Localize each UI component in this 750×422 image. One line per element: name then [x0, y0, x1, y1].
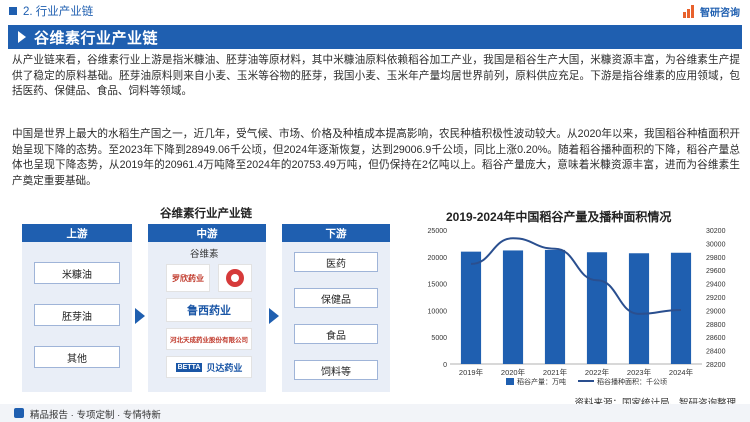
downstream-item: 医药 — [294, 252, 378, 272]
upstream-item: 米糠油 — [34, 262, 120, 284]
x-tick-label: 2022年 — [585, 367, 610, 377]
downstream-item: 保健品 — [294, 288, 378, 308]
company-logo-red-emblem-icon — [218, 264, 252, 292]
legend-bar-label: 稻谷产量：万吨 — [517, 377, 566, 386]
y-right-tick-label: 28400 — [706, 349, 726, 356]
bar — [460, 251, 482, 364]
y-left-tick-label: 25000 — [428, 228, 448, 235]
y-right-tick-label: 28600 — [706, 335, 726, 342]
downstream-header: 下游 — [282, 224, 390, 242]
y-right-tick-label: 30200 — [706, 228, 726, 235]
y-right-tick-label: 29800 — [706, 255, 726, 262]
company-logo-betta: BETTA 贝达药业 — [166, 356, 252, 378]
page-title: 谷维素行业产业链 — [34, 29, 159, 47]
brand-logo[interactable]: 智研咨询 — [683, 4, 740, 19]
downstream-item: 饲料等 — [294, 360, 378, 380]
brand-bars-icon — [683, 5, 697, 18]
company-logo-luoxin: 罗欣药业 — [166, 264, 210, 292]
x-tick-label: 2024年 — [669, 367, 694, 377]
area-line — [470, 237, 682, 315]
section-marker-icon — [9, 7, 17, 15]
footer-bar: 精品报告 · 专项定制 · 专情特新 — [0, 404, 750, 422]
breadcrumb[interactable]: 2. 行业产业链 — [23, 6, 94, 18]
y-left-tick-label: 10000 — [428, 308, 448, 315]
company-logo-tiancheng: 河北天成药业股份有限公司 — [166, 328, 252, 350]
y-right-tick-label: 29600 — [706, 268, 726, 275]
midstream-subtitle: 谷维素 — [190, 249, 219, 260]
bar — [502, 250, 524, 364]
title-bar: 谷维素行业产业链 — [8, 25, 742, 49]
y-left-tick-label: 15000 — [428, 282, 448, 289]
rice-chart: 0 5000 10000 15000 20000 25000 28200 28400 28600… — [428, 228, 726, 386]
report-icon — [14, 408, 24, 418]
y-right-tick-label: 30000 — [706, 241, 726, 248]
downstream-item: 食品 — [294, 324, 378, 344]
arrow-right-icon — [269, 308, 279, 324]
bar — [586, 252, 608, 364]
y-right-tick-label: 29000 — [706, 308, 726, 315]
rice-paragraph: 中国是世界上最大的水稻生产国之一，近几年，受气候、市场、价格及种植成本提高影响，… — [12, 128, 740, 187]
x-tick-label: 2021年 — [543, 367, 568, 377]
upstream-item: 胚芽油 — [34, 304, 120, 326]
arrow-right-icon — [135, 308, 145, 324]
bar — [544, 249, 566, 364]
source-note: 资料来源：国家统计局、智研咨询整理 — [574, 395, 736, 409]
y-right-tick-label: 29200 — [706, 295, 726, 302]
top-bar: 2. 行业产业链 智研咨询 — [0, 0, 750, 22]
y-right-tick-label: 28800 — [706, 322, 726, 329]
upstream-header: 上游 — [22, 224, 132, 242]
y-left-tick-label: 5000 — [431, 335, 447, 342]
company-logo-luxi: 鲁西药业 — [166, 298, 252, 322]
y-right-tick-label: 29400 — [706, 282, 726, 289]
legend-bar-swatch — [506, 378, 514, 385]
chart-title: 2019-2024年中国稻谷产量及播种面积情况 — [446, 210, 672, 224]
upstream-item: 其他 — [34, 346, 120, 368]
midstream-header: 中游 — [148, 224, 266, 242]
y-left-tick-label: 20000 — [428, 255, 448, 262]
bar — [670, 252, 692, 364]
y-right-tick-label: 28200 — [706, 362, 726, 369]
chain-title: 谷维素行业产业链 — [160, 208, 252, 220]
x-tick-label: 2020年 — [501, 367, 526, 377]
industry-chain-diagram: 上游 米糠油 胚芽油 其他 中游 谷维素 罗欣药业 鲁西药业 河北天成药业股份有… — [22, 224, 392, 394]
intro-paragraph: 从产业链来看，谷维素行业上游是指米糠油、胚芽油等原材料，其中米糠油原料依赖稻谷加… — [12, 54, 740, 98]
x-tick-label: 2023年 — [627, 367, 652, 377]
brand-name: 智研咨询 — [700, 8, 740, 19]
play-triangle-icon — [18, 31, 26, 43]
y-left-tick-label: 0 — [443, 362, 447, 369]
x-tick-label: 2019年 — [459, 367, 484, 377]
legend-line-label: 稻谷播种面积：千公顷 — [597, 377, 667, 386]
bar — [628, 253, 650, 364]
footer-slogan: 精品报告 · 专项定制 · 专情特新 — [30, 410, 161, 421]
